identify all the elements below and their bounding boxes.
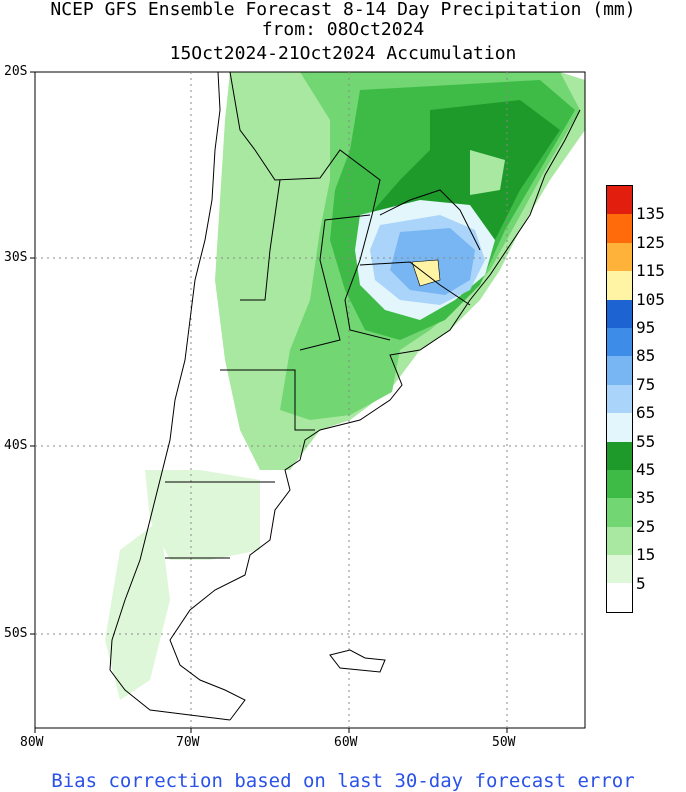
- legend-label: 125: [636, 232, 665, 252]
- lat-label-40s: 40S: [4, 438, 28, 453]
- footer-note: Bias correction based on last 30-day for…: [51, 770, 635, 792]
- color-legend: [606, 185, 633, 613]
- legend-swatch: [607, 271, 632, 300]
- legend-label: 85: [636, 346, 656, 366]
- legend-swatch: [607, 384, 632, 414]
- title-line-3: 15Oct2024-21Oct2024 Accumulation: [169, 43, 517, 64]
- lon-label-50w: 50W: [492, 735, 516, 750]
- lon-label-80w: 80W: [20, 735, 44, 750]
- legend-label: 15: [636, 545, 656, 565]
- lat-label-30s: 30S: [4, 250, 28, 265]
- title-line-2: from: 08Oct2024: [261, 19, 425, 40]
- legend-swatch: [607, 242, 632, 272]
- lon-label-60w: 60W: [334, 735, 358, 750]
- legend-label: 25: [636, 516, 656, 536]
- coastlines: [109, 71, 581, 721]
- gridlines: [35, 72, 585, 728]
- legend-swatch: [607, 327, 632, 357]
- legend-label: 75: [636, 374, 656, 394]
- legend-swatch: [607, 441, 632, 470]
- legend-label: 115: [636, 261, 665, 281]
- map-frame: [34, 71, 586, 729]
- lat-label-50s: 50S: [4, 626, 28, 641]
- legend-swatch: [607, 356, 632, 385]
- lat-label-20s: 20S: [4, 64, 28, 79]
- legend-swatch: [607, 526, 632, 556]
- title-line-1: NCEP GFS Ensemble Forecast 8-14 Day Prec…: [50, 0, 636, 20]
- tick-marks: [30, 71, 508, 733]
- legend-label: 105: [636, 289, 665, 309]
- legend-swatch: [607, 186, 632, 215]
- legend-label: 65: [636, 403, 656, 423]
- lon-label-70w: 70W: [176, 735, 200, 750]
- legend-label: 135: [636, 204, 665, 224]
- falkland-islands: [329, 649, 386, 673]
- legend-label: 55: [636, 431, 656, 451]
- legend-label: 35: [636, 488, 656, 508]
- legend-label: 45: [636, 460, 656, 479]
- legend-swatch: [607, 555, 632, 584]
- legend-swatch: [607, 498, 632, 527]
- legend-swatch: [607, 469, 632, 499]
- precip-shading: [105, 72, 585, 700]
- legend-label: 5: [636, 573, 646, 593]
- legend-swatch: [607, 299, 632, 328]
- legend-label: 95: [636, 318, 656, 337]
- legend-swatch: [607, 413, 632, 442]
- legend-swatch: [607, 583, 632, 612]
- legend-swatch: [607, 214, 632, 243]
